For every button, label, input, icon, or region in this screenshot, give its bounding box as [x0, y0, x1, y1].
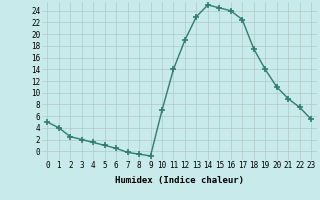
- X-axis label: Humidex (Indice chaleur): Humidex (Indice chaleur): [115, 176, 244, 185]
